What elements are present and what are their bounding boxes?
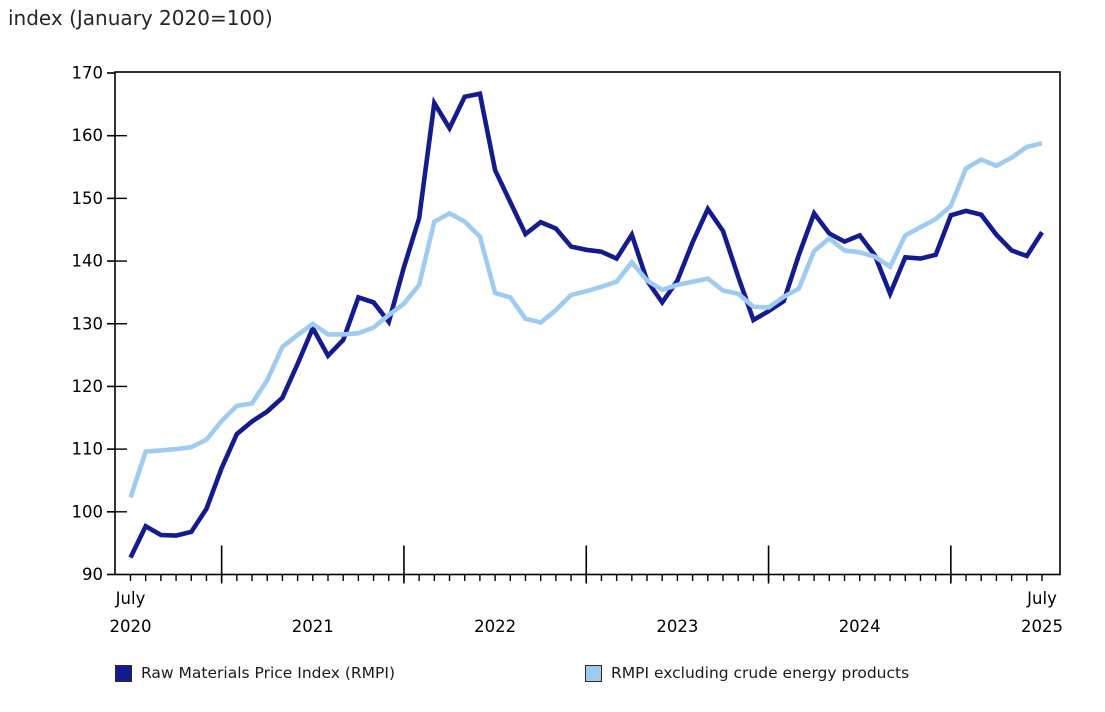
y-tick-label: 110 [72, 440, 104, 459]
x-tick-label-year: 2022 [474, 617, 516, 636]
y-tick-label: 160 [72, 126, 104, 145]
plot-frame [114, 71, 1061, 576]
x-tick-label-year: 2023 [656, 617, 698, 636]
series-line-rmpi-ex-energy [128, 140, 1043, 499]
x-tick-label-month: July [1026, 589, 1057, 608]
series-line-rmpi [128, 90, 1044, 559]
x-tick-label-year: 2025 [1021, 617, 1063, 636]
y-tick-label: 130 [72, 314, 104, 333]
legend-swatch-rmpi-ex-energy [585, 664, 602, 682]
legend-item-rmpi-ex-energy: RMPI excluding crude energy products [585, 664, 909, 682]
x-tick-label-year: 2024 [839, 617, 881, 636]
x-tick-label-year: 2020 [110, 617, 152, 636]
legend-item-rmpi: Raw Materials Price Index (RMPI) [115, 664, 395, 682]
y-tick-label: 170 [72, 64, 104, 83]
x-axis-ticks [129, 545, 1043, 584]
y-tick-label: 120 [72, 377, 104, 396]
y-tick-label: 140 [72, 252, 104, 271]
x-axis-labels: July 2020 2021 2022 2023 2024 July 2025 [110, 589, 1064, 636]
legend-label-rmpi: Raw Materials Price Index (RMPI) [141, 664, 395, 682]
legend-swatch-rmpi [115, 664, 132, 682]
y-axis-ticks: 90 100 110 120 130 140 150 160 170 [72, 64, 127, 584]
chart-title: index (January 2020=100) [8, 6, 273, 30]
legend-label-rmpi-ex-energy: RMPI excluding crude energy products [611, 664, 910, 682]
x-tick-label-year: 2021 [292, 617, 334, 636]
x-tick-label-month: July [115, 589, 146, 608]
y-tick-label: 90 [82, 565, 103, 584]
y-tick-label: 150 [72, 189, 104, 208]
y-tick-label: 100 [72, 502, 104, 521]
